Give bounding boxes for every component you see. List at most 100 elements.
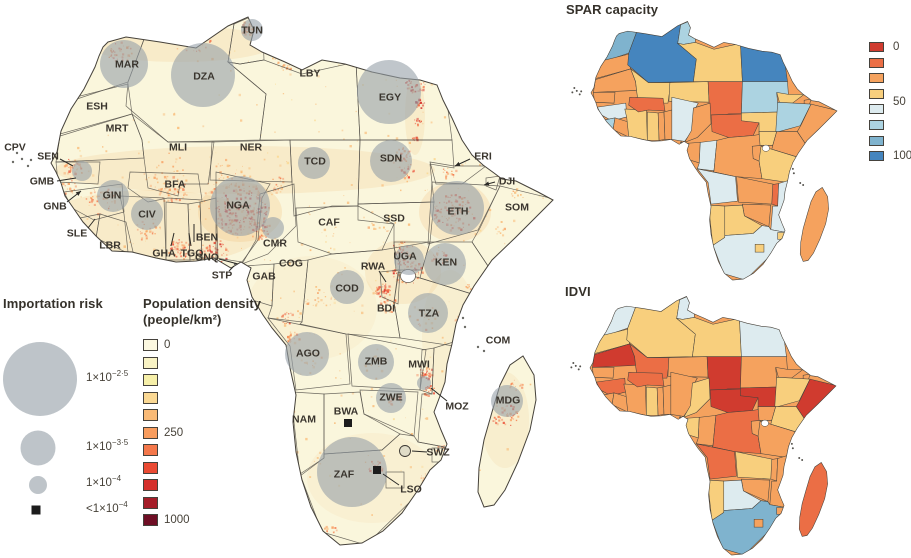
- spar-legend-swatch-3: [869, 88, 884, 99]
- spar-legend-swatch-7: [869, 151, 884, 162]
- country-label-MRT: MRT: [106, 123, 129, 135]
- spar-capacity-map-country-LSO: [754, 244, 765, 253]
- country-label-NGA: NGA: [226, 200, 250, 212]
- country-label-MLI: MLI: [169, 142, 187, 154]
- risk-legend-square: [31, 505, 41, 515]
- country-label-LSO: LSO: [400, 484, 422, 496]
- country-label-COG: COG: [279, 258, 303, 270]
- idvi-map-country-TCD: [706, 356, 742, 395]
- country-label-ZMB: ZMB: [365, 356, 388, 368]
- leader-line-RWA: [378, 270, 387, 283]
- population-density-legend-title-line2: (people/km²): [143, 312, 222, 327]
- country-label-LBR: LBR: [99, 240, 121, 252]
- idvi-map-country-TUN: [676, 296, 695, 320]
- risk-square-BWA: [344, 419, 352, 427]
- leader-line-SEN: [59, 158, 74, 167]
- idvi-map-country-ERI: [775, 367, 804, 379]
- country-label-CPV: CPV: [4, 142, 26, 154]
- leader-line-GMB: [56, 177, 77, 182]
- risk-circle-TCD: [298, 147, 330, 179]
- idvi-map: [570, 295, 837, 556]
- density-swatch-1: [143, 356, 158, 369]
- spar-legend-label-100: 100: [893, 150, 911, 162]
- country-label-BEN: BEN: [196, 232, 218, 244]
- country-label-MDG: MDG: [496, 395, 521, 407]
- spar-capacity-map-country-CMR: [683, 102, 712, 143]
- country-label-TCD: TCD: [304, 156, 326, 168]
- country-label-GNQ: GNQ: [195, 252, 219, 264]
- country-label-SEN: SEN: [37, 151, 59, 163]
- density-legend-label-250: 250: [164, 426, 184, 439]
- country-label-NAM: NAM: [292, 414, 316, 426]
- leader-line-GNQ: [218, 258, 239, 265]
- country-label-GNB: GNB: [43, 201, 67, 213]
- country-label-ZAF: ZAF: [334, 469, 355, 481]
- density-swatch-4: [143, 409, 158, 421]
- leader-line-SWZ: [411, 450, 428, 453]
- country-label-CMR: CMR: [263, 238, 287, 250]
- population-density-legend-title-line1: Population density: [143, 296, 262, 311]
- country-label-EGY: EGY: [379, 92, 401, 104]
- spar-capacity-map-country-ZAF: [712, 225, 787, 281]
- spar-legend-swatch-0: [869, 42, 884, 52]
- spar-map-title: SPAR capacity: [566, 2, 659, 17]
- country-label-STP: STP: [212, 270, 232, 282]
- spar-capacity-map-country-BFA: [628, 97, 666, 113]
- risk-circle-ZWE: [376, 383, 406, 413]
- country-label-MAR: MAR: [115, 59, 139, 71]
- risk-circle-ZAF: [317, 437, 387, 507]
- country-label-GHA: GHA: [152, 248, 176, 260]
- risk-legend-circle-2: [29, 476, 47, 494]
- country-label-CIV: CIV: [138, 209, 156, 221]
- country-label-COM: COM: [486, 335, 511, 347]
- risk-circle-SDN: [370, 140, 412, 182]
- idvi-map-country-LSO: [753, 519, 764, 528]
- leader-line-TGO: [188, 232, 192, 247]
- risk-circle-COD: [330, 270, 364, 304]
- country-label-BWA: BWA: [334, 406, 359, 418]
- density-swatch-9: [143, 496, 158, 509]
- risk-legend-label-1: 1×10−3·5: [86, 438, 129, 453]
- spar-legend-swatch-6: [869, 135, 884, 146]
- risk-circle-EGY: [357, 60, 421, 124]
- spar-capacity-map-country-BEN: [663, 109, 674, 140]
- risk-circle-UGA: [394, 245, 424, 275]
- idvi-map-country-BFA: [627, 372, 665, 388]
- country-label-SLE: SLE: [67, 228, 87, 240]
- country-label-TZA: TZA: [419, 308, 440, 320]
- risk-legend-label-0: 1×10−2·5: [86, 369, 129, 384]
- spar-capacity-map-country-GHA: [647, 111, 660, 141]
- country-label-BDI: BDI: [377, 303, 395, 315]
- idvi-map-country-ETH: [774, 376, 811, 408]
- risk-circle-SEN: [72, 161, 92, 181]
- spar-legend-swatch-2: [869, 73, 884, 84]
- risk-circle-NGA: [210, 176, 270, 236]
- risk-circle-DZA: [171, 43, 235, 107]
- risk-circle-KEN: [424, 243, 466, 285]
- country-label-NER: NER: [240, 142, 263, 154]
- country-label-MOZ: MOZ: [445, 401, 469, 413]
- idvi-map-title: IDVI: [565, 284, 591, 299]
- country-label-DJI: DJI: [499, 176, 515, 188]
- country-label-KEN: KEN: [435, 257, 457, 269]
- country-label-SWZ: SWZ: [426, 447, 450, 459]
- density-swatch-5: [143, 426, 158, 439]
- country-label-CAF: CAF: [318, 217, 340, 229]
- leader-line-LSO: [382, 473, 400, 486]
- risk-legend-label-2: 1×10−4: [86, 474, 122, 489]
- density-swatch-10: [143, 514, 158, 526]
- country-label-SOM: SOM: [505, 202, 529, 214]
- country-label-GMB: GMB: [30, 176, 55, 188]
- main-africa-map: MAR TUN DZA LBY EGY ESH MRT MLI NER CPV SEN GMB GNB G…: [4, 16, 554, 546]
- spar-capacity-map-country-TCD: [707, 81, 743, 120]
- country-label-ZWE: ZWE: [379, 392, 402, 404]
- risk-circle-AGO: [285, 332, 329, 376]
- density-swatch-6: [143, 444, 158, 456]
- spar-capacity-map-country-AGO: [696, 168, 738, 205]
- country-label-ESH: ESH: [86, 101, 108, 113]
- importation-risk-legend-title: Importation risk: [3, 296, 103, 311]
- risk-square-LSO: [373, 466, 381, 474]
- country-label-GAB: GAB: [252, 271, 276, 283]
- idvi-map-country-AGO: [695, 443, 737, 480]
